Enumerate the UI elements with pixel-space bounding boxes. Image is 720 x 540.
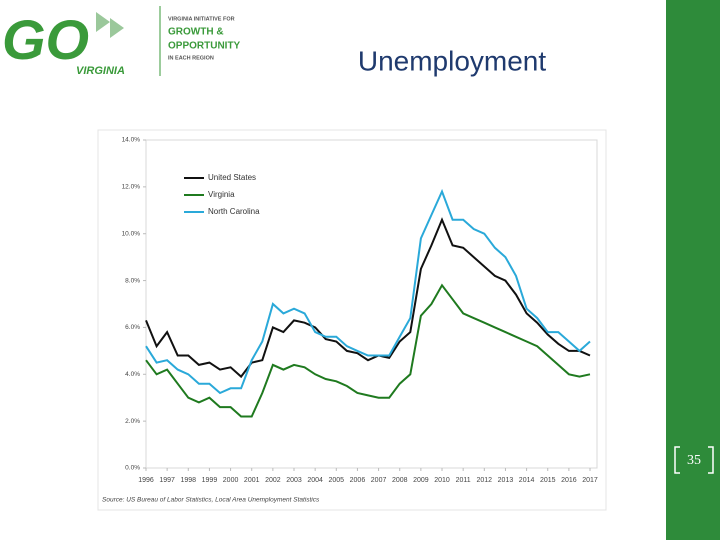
series-line xyxy=(145,283,591,418)
logo-line: IN EACH REGION xyxy=(168,55,214,61)
x-tick-label: 2011 xyxy=(456,477,471,484)
y-tick-label: 8.0% xyxy=(125,277,140,284)
y-tick-label: 4.0% xyxy=(125,371,140,378)
legend-label: Virginia xyxy=(208,190,235,199)
series-line xyxy=(145,188,591,395)
logo-state: VIRGINIA xyxy=(76,65,125,77)
logo-line: GROWTH & xyxy=(168,27,224,38)
legend-label: North Carolina xyxy=(208,207,260,216)
legend-label: United States xyxy=(208,173,256,182)
y-tick-label: 10.0% xyxy=(122,230,141,237)
x-tick-label: 1998 xyxy=(180,477,196,484)
x-tick-label: 1997 xyxy=(159,477,175,484)
x-tick-label: 2003 xyxy=(286,477,302,484)
x-tick-label: 1996 xyxy=(138,477,154,484)
x-tick-label: 2017 xyxy=(582,477,598,484)
logo-line: OPPORTUNITY xyxy=(168,41,241,52)
x-tick-label: 2015 xyxy=(540,477,556,484)
x-tick-label: 2016 xyxy=(561,477,577,484)
x-tick-label: 1999 xyxy=(202,477,218,484)
x-tick-label: 2013 xyxy=(498,477,514,484)
x-tick-label: 2014 xyxy=(519,477,535,484)
page-number: 35 xyxy=(687,453,701,468)
logo-line: VIRGINIA INITIATIVE FOR xyxy=(168,16,235,22)
x-tick-label: 2008 xyxy=(392,477,408,484)
x-tick-label: 2004 xyxy=(307,477,323,484)
x-tick-label: 2007 xyxy=(371,477,387,484)
logo-mark: GO xyxy=(2,8,89,71)
x-tick-label: 2006 xyxy=(350,477,366,484)
x-tick-label: 2012 xyxy=(477,477,493,484)
x-tick-label: 2000 xyxy=(223,477,239,484)
y-tick-label: 12.0% xyxy=(122,184,141,191)
x-tick-label: 2002 xyxy=(265,477,281,484)
x-tick-label: 2009 xyxy=(413,477,429,484)
chart-source: Source: US Bureau of Labor Statistics, L… xyxy=(102,497,320,504)
slide-title: Unemployment xyxy=(358,45,547,76)
y-tick-label: 6.0% xyxy=(125,324,140,331)
series-line xyxy=(145,217,591,379)
page-bracket xyxy=(674,446,714,474)
x-tick-label: 2010 xyxy=(434,477,450,484)
y-tick-label: 14.0% xyxy=(122,137,141,144)
x-tick-label: 2005 xyxy=(329,477,345,484)
x-tick-label: 2001 xyxy=(244,477,260,484)
y-tick-label: 2.0% xyxy=(125,418,140,425)
logo-arrows xyxy=(96,12,124,38)
y-tick-label: 0.0% xyxy=(125,465,140,472)
